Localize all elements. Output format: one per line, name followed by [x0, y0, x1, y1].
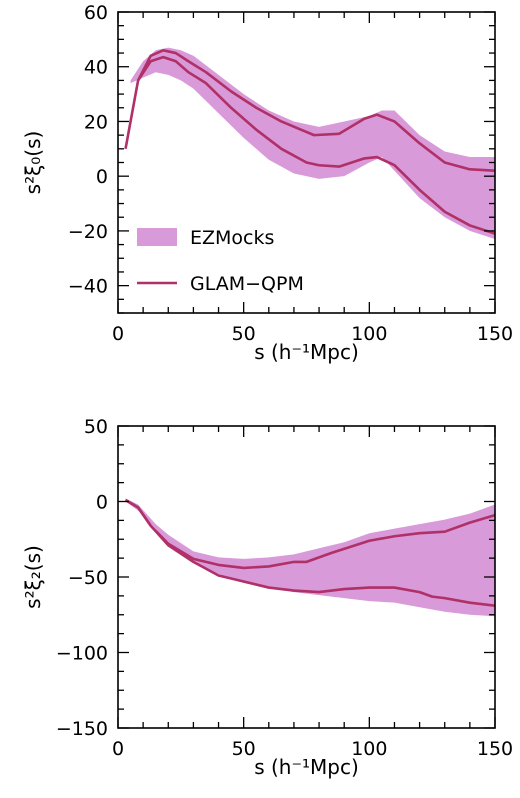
monopole-y-tick-label: 20: [84, 111, 108, 133]
monopole-y-axis-label: s²ξ₀(s): [21, 131, 45, 195]
monopole-line-layer: [124, 49, 496, 235]
quadrupole-panel: 0 50 100 150 −150 −100 −50 0 50 s (h⁻¹Mpc) s²ξ₂…: [21, 416, 513, 779]
monopole-y-tick-label: 40: [84, 57, 108, 79]
quadrupole-y-tick-label: −50: [68, 567, 108, 589]
monopole-x-tick-label: 100: [351, 323, 387, 345]
monopole-x-axis-label: s (h⁻¹Mpc): [254, 340, 359, 364]
quadrupole-band-layer: [125, 498, 495, 617]
monopole-ezmocks-band: [130, 47, 496, 240]
monopole-y-tick-label: −20: [68, 221, 108, 243]
legend-label-glam-qpm: GLAM−QPM: [190, 273, 304, 295]
monopole-panel: 0 50 100 150 −40 −20 0 20 40 60 s (h⁻¹Mpc) s²ξ₀(…: [21, 2, 513, 364]
quadrupole-x-ticks: 0 50 100 150: [112, 426, 513, 760]
monopole-x-ticks: 0 50 100 150: [112, 12, 513, 345]
quadrupole-y-tick-label: 50: [84, 416, 108, 438]
quadrupole-line-layer: [124, 498, 496, 607]
quadrupole-glam-qpm-line-2: [124, 498, 496, 607]
monopole-y-tick-label: 60: [84, 2, 108, 24]
monopole-y-tick-label: −40: [68, 276, 108, 298]
quadrupole-x-tick-label: 50: [232, 738, 256, 760]
legend-swatch-ezmocks: [137, 228, 177, 246]
quadrupole-y-tick-label: 0: [96, 492, 108, 514]
monopole-y-tick-label: 0: [96, 166, 108, 188]
quadrupole-x-tick-label: 100: [351, 738, 387, 760]
quadrupole-y-tick-label: −100: [56, 643, 108, 665]
quadrupole-x-tick-label: 0: [112, 738, 124, 760]
monopole-y-ticks: −40 −20 0 20 40 60: [68, 2, 495, 314]
legend-label-ezmocks: EZMocks: [190, 227, 274, 249]
monopole-glam-qpm-line-1: [124, 49, 496, 173]
quadrupole-y-axis-label: s²ξ₂(s): [21, 545, 45, 609]
quadrupole-x-tick-label: 150: [477, 738, 513, 760]
monopole-glam-qpm-line-2: [137, 55, 496, 235]
legend: EZMocks GLAM−QPM: [137, 227, 304, 295]
monopole-x-tick-label: 50: [232, 323, 256, 345]
monopole-x-tick-label: 150: [477, 323, 513, 345]
quadrupole-y-tick-label: −150: [56, 718, 108, 740]
quadrupole-y-ticks: −150 −100 −50 0 50: [56, 416, 495, 740]
quadrupole-ezmocks-band: [125, 498, 495, 617]
quadrupole-x-axis-label: s (h⁻¹Mpc): [254, 755, 359, 779]
monopole-x-tick-label: 0: [112, 323, 124, 345]
monopole-band-layer: [130, 47, 496, 240]
